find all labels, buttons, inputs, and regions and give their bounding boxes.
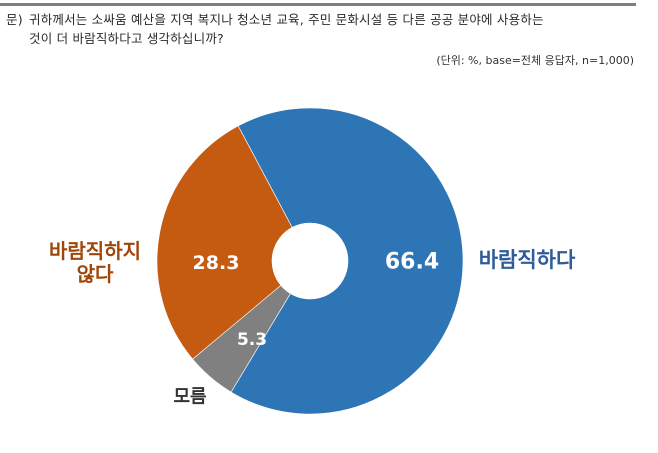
category-label-line: 않다: [76, 262, 114, 286]
category-label: 바람직하다: [479, 248, 576, 272]
unit-base-note: (단위: %, base=전체 응답자, n=1,000): [436, 54, 634, 67]
top-divider-rule: [0, 3, 636, 6]
donut-slice-0: [230, 107, 464, 415]
question-text-line-2: 것이 더 바람직하다고 생각하십니까?: [29, 31, 224, 46]
category-label: 모름: [173, 386, 207, 409]
category-label-line: 모름: [173, 386, 207, 408]
category-label-line: 바람직하다: [478, 247, 576, 272]
slice-value-label: 5.3: [236, 330, 268, 350]
donut-slices: [156, 107, 464, 415]
question-prefix: 문): [6, 12, 23, 27]
question-text-line-1: 귀하께서는 소싸움 예산을 지역 복지나 청소년 교육, 주민 문화시설 등 다…: [29, 12, 544, 27]
slice-value-label: 28.3: [192, 252, 240, 274]
slice-value-label: 66.4: [384, 249, 440, 275]
category-label: 바람직하지 않다: [49, 240, 141, 286]
category-label-line: 바람직하지: [49, 239, 141, 263]
donut-slice-2: [156, 125, 293, 360]
